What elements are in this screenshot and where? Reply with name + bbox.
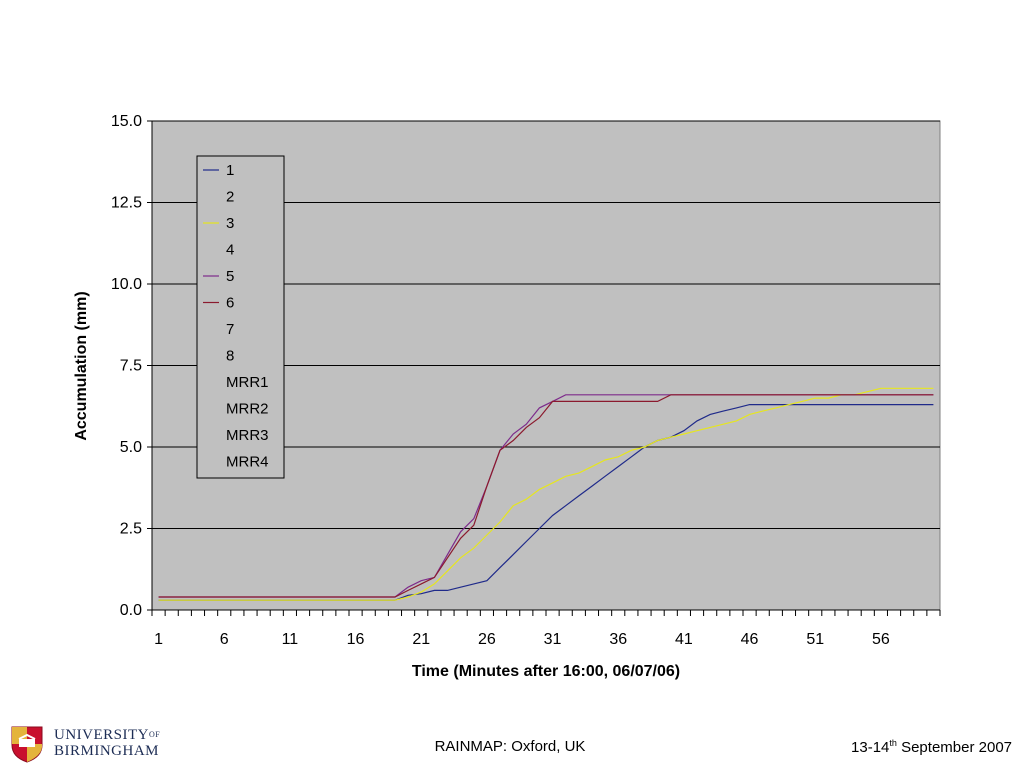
legend-label: 7 [226, 321, 234, 338]
x-tick-label: 6 [220, 631, 229, 648]
x-tick-label: 21 [412, 631, 430, 648]
x-tick-label: 26 [478, 631, 496, 648]
y-tick-label: 5.0 [120, 439, 142, 456]
legend-label: MRR3 [226, 427, 269, 444]
legend: 1 2 3 4 5 6 7 8 MRR1 MRR2 MRR3 MRR4 [196, 155, 285, 479]
accumulation-chart: 0.02.55.07.510.012.515.01 6 11 16 21 26 31 36 41… [73, 113, 941, 680]
legend-label: MRR1 [226, 374, 269, 391]
y-tick-label: 10.0 [111, 276, 142, 293]
x-tick-label: 41 [675, 631, 693, 648]
x-axis-title: Time (Minutes after 16:00, 06/07/06) [412, 663, 680, 680]
x-tick-label: 16 [347, 631, 365, 648]
footer-date-suffix: September 2007 [896, 739, 1012, 756]
legend-label: 3 [226, 215, 234, 232]
axes: 0.02.55.07.510.012.515.01 6 11 16 21 26 31 36 41… [111, 113, 941, 648]
logo-of: OF [149, 730, 161, 739]
y-tick-label: 2.5 [120, 521, 142, 538]
y-tick-label: 15.0 [111, 113, 142, 130]
footer-date: 13-14th September 2007 [851, 738, 1012, 756]
crest-icon [11, 726, 43, 763]
legend-label: 1 [226, 162, 234, 179]
legend-box [196, 155, 285, 479]
logo-line-birmingham: BIRMINGHAM [54, 743, 160, 759]
footer-date-prefix: 13-14 [851, 739, 890, 756]
legend-label: MRR2 [226, 401, 269, 418]
footer-title: RAINMAP: Oxford, UK [434, 738, 586, 755]
legend-label: MRR4 [226, 454, 269, 471]
logo-line-university: UNIVERSITY [54, 727, 149, 743]
x-tick-label: 46 [741, 631, 759, 648]
x-tick-label: 36 [609, 631, 627, 648]
legend-label: 8 [226, 348, 234, 365]
y-tick-label: 0.0 [120, 602, 142, 619]
x-tick-label: 51 [806, 631, 824, 648]
x-tick-label: 56 [872, 631, 890, 648]
legend-label: 6 [226, 295, 234, 312]
y-axis-title: Accumulation (mm) [73, 291, 90, 440]
x-tick-label: 31 [544, 631, 562, 648]
footer-date-sup: th [889, 738, 897, 748]
x-tick-label: 11 [282, 631, 299, 648]
y-tick-label: 12.5 [111, 195, 142, 212]
legend-label: 4 [226, 242, 234, 259]
legend-label: 5 [226, 268, 234, 285]
series-lines [158, 387, 934, 601]
y-tick-label: 7.5 [120, 358, 142, 375]
legend-label: 2 [226, 189, 234, 206]
university-logo: UNIVERSITYOF BIRMINGHAM [10, 725, 190, 765]
x-tick-label: 1 [154, 631, 163, 648]
series-line-6 [158, 394, 934, 598]
